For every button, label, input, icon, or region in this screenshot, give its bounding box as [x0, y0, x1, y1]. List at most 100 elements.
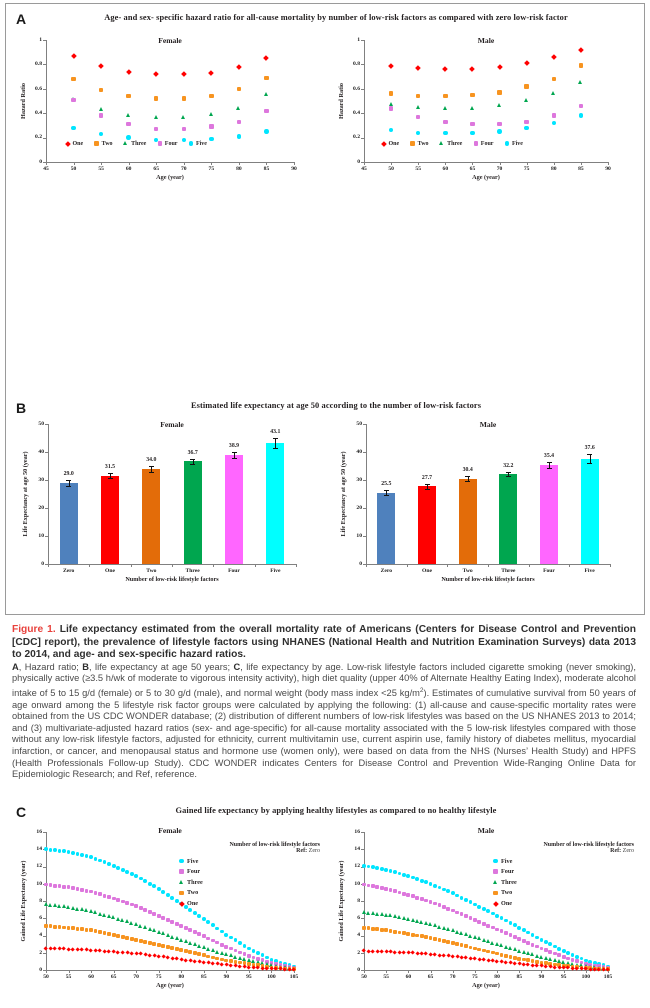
y-tick-label: 0.2	[353, 134, 360, 141]
data-marker	[79, 907, 84, 912]
legend-item[interactable]: Two	[466, 889, 634, 896]
caption-body-2: , life expectancy at age 50 years;	[88, 661, 234, 672]
legend-item[interactable]: Five	[466, 858, 634, 865]
y-tick	[361, 901, 364, 902]
y-tick	[43, 64, 46, 66]
legend-item[interactable]: One	[380, 140, 399, 147]
legend-item[interactable]: One	[466, 900, 634, 907]
data-marker	[392, 914, 397, 919]
data-marker	[539, 954, 544, 959]
legend-item[interactable]: Four	[152, 868, 320, 875]
data-marker	[143, 925, 147, 930]
data-marker	[165, 945, 170, 949]
x-tick	[488, 564, 489, 567]
legend-item[interactable]: Five	[187, 140, 207, 147]
error-bar	[275, 438, 277, 449]
data-marker	[446, 906, 451, 911]
caption-bold-a: A	[12, 661, 19, 672]
data-marker	[366, 910, 371, 915]
panel-a-letter: A	[16, 11, 27, 27]
legend-item[interactable]: Two	[409, 140, 429, 147]
data-marker	[264, 75, 269, 81]
data-marker	[264, 129, 269, 134]
legend-item-label: Three	[131, 140, 147, 147]
data-marker	[459, 895, 464, 900]
legend-item[interactable]: Two	[152, 889, 320, 896]
data-marker	[486, 949, 491, 954]
data-marker	[188, 907, 193, 912]
bar-value-label: 30.4	[462, 467, 473, 474]
data-marker	[468, 945, 473, 950]
data-marker	[473, 918, 477, 922]
data-marker	[124, 919, 129, 924]
legend-item[interactable]: Three	[439, 140, 462, 147]
legend-item[interactable]: Five	[152, 858, 320, 865]
data-marker	[174, 947, 179, 951]
bar-value-label: 29.0	[63, 471, 74, 477]
legend-item[interactable]: Two	[93, 140, 113, 147]
data-marker	[192, 911, 197, 915]
caption-bold-c: C	[233, 661, 241, 672]
error-bar-cap-top	[190, 458, 196, 460]
legend-item-label: Four	[480, 140, 494, 147]
error-bar	[151, 466, 153, 472]
legend-item[interactable]: Three	[152, 879, 320, 886]
data-marker	[379, 886, 384, 890]
legend-marker	[178, 868, 185, 875]
data-marker	[388, 106, 394, 111]
data-marker	[402, 891, 406, 896]
legend-item[interactable]: One	[64, 140, 83, 147]
data-marker	[410, 875, 415, 880]
data-marker	[174, 936, 179, 941]
data-marker	[524, 84, 529, 89]
legend-item[interactable]: Four	[156, 140, 177, 147]
data-marker	[393, 870, 397, 875]
data-marker	[165, 932, 170, 937]
data-marker	[53, 924, 57, 929]
data-marker	[154, 126, 159, 132]
data-marker	[147, 909, 152, 914]
data-marker	[183, 949, 188, 954]
data-marker	[548, 950, 553, 954]
y-tick-label: 1	[357, 36, 360, 43]
data-marker	[503, 944, 508, 949]
legend-item-label: One	[388, 140, 400, 147]
legend-item[interactable]: Four	[466, 868, 634, 875]
data-marker	[535, 944, 539, 949]
data-marker	[450, 928, 455, 933]
data-marker	[93, 891, 98, 895]
data-marker	[379, 912, 384, 917]
data-marker	[454, 929, 459, 934]
data-marker	[192, 942, 197, 947]
y-tick	[361, 162, 364, 163]
error-bar-cap-bottom	[231, 458, 237, 460]
data-marker	[481, 948, 486, 953]
data-marker	[441, 887, 446, 892]
data-marker	[463, 932, 468, 937]
y-axis-label: Gained Life Expectancy (year)	[338, 860, 345, 942]
x-axis-line	[364, 162, 608, 163]
data-marker	[570, 952, 575, 957]
data-marker	[219, 950, 224, 955]
x-tick-label: 55	[415, 166, 422, 172]
data-marker	[215, 926, 220, 931]
data-marker	[256, 951, 260, 955]
x-tick	[73, 162, 75, 165]
x-tick	[497, 970, 499, 973]
legend-item[interactable]: One	[152, 900, 320, 907]
legend-item-label: One	[501, 899, 513, 907]
data-marker	[388, 91, 394, 96]
data-marker	[84, 854, 89, 858]
legend-item[interactable]: Three	[123, 140, 147, 147]
data-marker	[215, 949, 220, 954]
legend-item[interactable]: Five	[503, 140, 523, 147]
y-tick	[43, 918, 46, 920]
x-tick-label: 65	[469, 166, 476, 172]
data-marker	[84, 888, 89, 893]
x-tick-label: 45	[361, 166, 367, 172]
x-tick	[46, 970, 47, 973]
legend-item[interactable]: Four	[472, 140, 493, 147]
legend-item[interactable]: Three	[466, 879, 634, 886]
data-marker	[62, 925, 66, 930]
y-tick	[363, 536, 366, 537]
